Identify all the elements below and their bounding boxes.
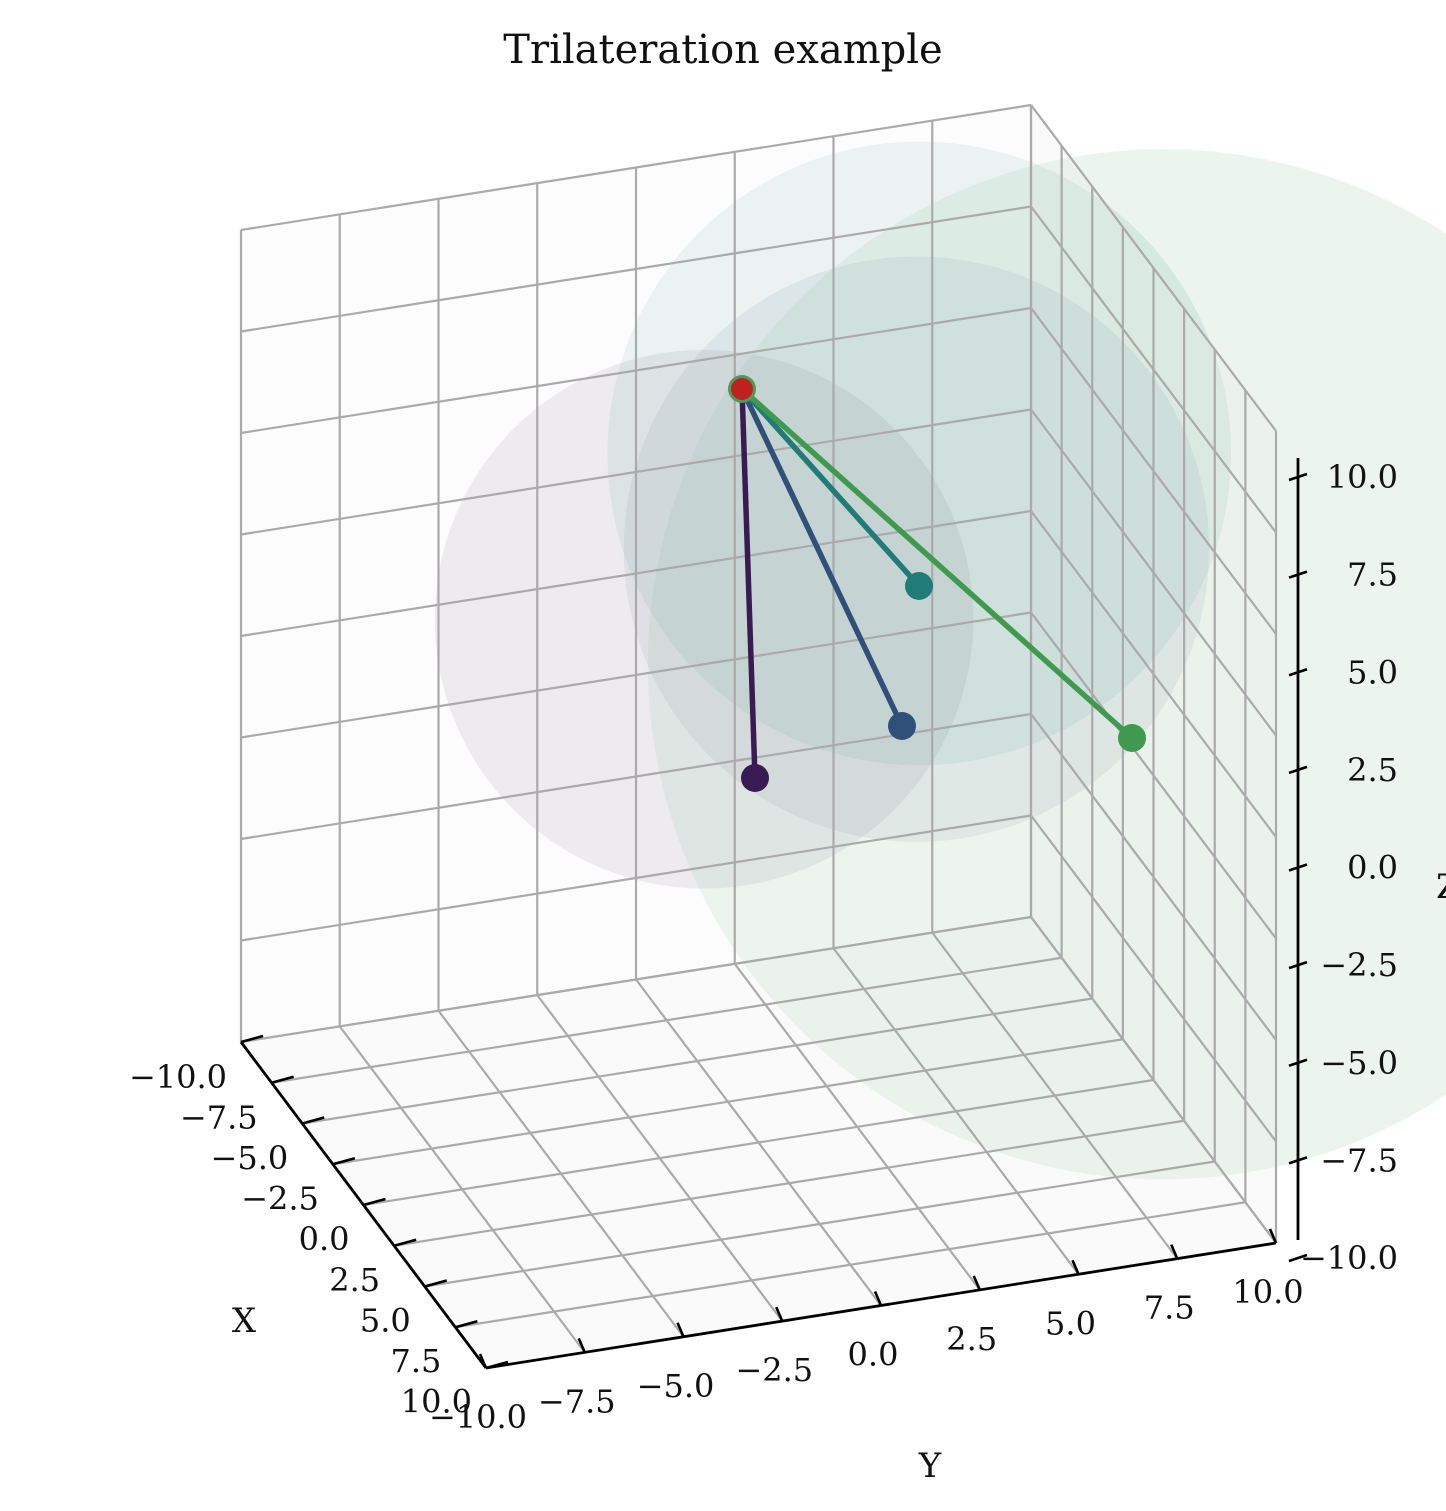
data-series [728, 375, 1146, 792]
y-tick [972, 1275, 981, 1291]
z-tick-label: −7.5 [1320, 1141, 1398, 1179]
z-tick [1288, 863, 1308, 872]
grid-line [455, 1201, 1246, 1329]
z-axis-label: Z [1436, 867, 1446, 907]
grid-line [1030, 510, 1277, 838]
grid-line [1030, 916, 1277, 1244]
y-tick-label: 7.5 [1144, 1289, 1195, 1327]
y-tick-label: 2.5 [946, 1320, 997, 1358]
z-tick [1288, 765, 1308, 775]
grid-line [1030, 104, 1277, 432]
y-axis-label: Y [918, 1446, 942, 1486]
anchor-point-2 [905, 572, 933, 600]
x-tick-label: −7.5 [180, 1099, 258, 1137]
z-tick [1288, 960, 1308, 970]
grid-line [240, 205, 1032, 333]
grid-lines [239, 103, 1278, 1370]
z-tick-label: 2.5 [1347, 751, 1398, 789]
tick-marks [240, 472, 1308, 1370]
grid-line [240, 408, 1032, 536]
x-tick-label: 2.5 [329, 1261, 380, 1299]
x-tick [363, 1197, 386, 1207]
x-tick-label: 0.0 [299, 1220, 350, 1258]
y-tick [1268, 1228, 1278, 1244]
x-tick-label: 7.5 [390, 1342, 441, 1380]
z-tick [1288, 1156, 1308, 1165]
sphere-1 [623, 256, 1210, 842]
z-tick-label: −10.0 [1300, 1239, 1398, 1277]
grid-line [1030, 408, 1277, 737]
grid-line [393, 1119, 1185, 1247]
y-tick-label: −10.0 [429, 1398, 527, 1436]
grid-line [240, 103, 1032, 232]
z-tick-label: 10.0 [1327, 458, 1398, 496]
y-tick-label: −7.5 [538, 1382, 616, 1420]
x-tick [455, 1319, 478, 1329]
z-tick-label: −5.0 [1320, 1044, 1398, 1082]
y-tick [478, 1353, 488, 1369]
tick-labels: −10.0−10.0−10.0−7.5−7.5−7.5−5.0−5.0−5.0−… [129, 458, 1398, 1436]
y-tick [676, 1322, 685, 1338]
anchor-point-3 [1118, 724, 1146, 752]
z-tick-label: −2.5 [1320, 946, 1398, 984]
range-line-1 [739, 387, 905, 728]
range-line-0 [739, 388, 758, 779]
grid-line [1030, 307, 1277, 635]
range-line-3 [740, 386, 1134, 741]
y-tick [1170, 1244, 1179, 1260]
y-tick-label: 10.0 [1232, 1273, 1303, 1311]
grid-line [363, 1078, 1154, 1207]
x-tick [393, 1238, 417, 1248]
z-tick-label: 0.0 [1347, 849, 1398, 887]
x-tick-label: −10.0 [129, 1058, 227, 1096]
grid-line [424, 1160, 1215, 1288]
z-tick [1288, 1058, 1308, 1067]
x-tick-label: −5.0 [211, 1139, 289, 1177]
y-tick-label: −2.5 [735, 1351, 813, 1389]
z-tick [1288, 668, 1308, 677]
x-tick-label: 5.0 [360, 1301, 411, 1339]
y-tick [873, 1290, 883, 1307]
z-tick [1288, 1253, 1308, 1263]
x-tick [332, 1156, 356, 1166]
y-tick-label: 5.0 [1045, 1304, 1096, 1342]
x-tick-label: −2.5 [241, 1180, 319, 1218]
z-tick-label: 7.5 [1347, 556, 1398, 594]
anchor-point-0 [741, 764, 769, 792]
x-axis-label: X [232, 1301, 257, 1341]
x-tick-label: 10.0 [401, 1382, 472, 1420]
z-tick [1288, 472, 1308, 482]
z-tick-label: 5.0 [1347, 653, 1398, 691]
chart-title: Trilateration example [503, 27, 942, 73]
y-tick-label: −5.0 [637, 1367, 715, 1405]
y-tick [577, 1337, 586, 1353]
z-tick [1288, 570, 1308, 579]
target-point [731, 378, 753, 400]
sphere-0 [434, 349, 974, 889]
grid-line [1030, 205, 1277, 534]
x-tick [424, 1279, 448, 1288]
grid-line [240, 306, 1032, 435]
y-tick-label: 0.0 [848, 1336, 899, 1374]
x-tick [301, 1116, 325, 1125]
grid-line [832, 947, 1080, 1275]
x-tick [240, 1034, 264, 1044]
anchor-point-1 [888, 712, 916, 740]
x-tick [485, 1360, 509, 1370]
grid-line [733, 963, 981, 1291]
range-line-2 [739, 387, 922, 588]
x-tick [271, 1075, 294, 1085]
sphere-2 [607, 141, 1232, 766]
grid-line [931, 931, 1179, 1260]
y-tick [775, 1306, 784, 1322]
y-tick [1071, 1259, 1080, 1275]
